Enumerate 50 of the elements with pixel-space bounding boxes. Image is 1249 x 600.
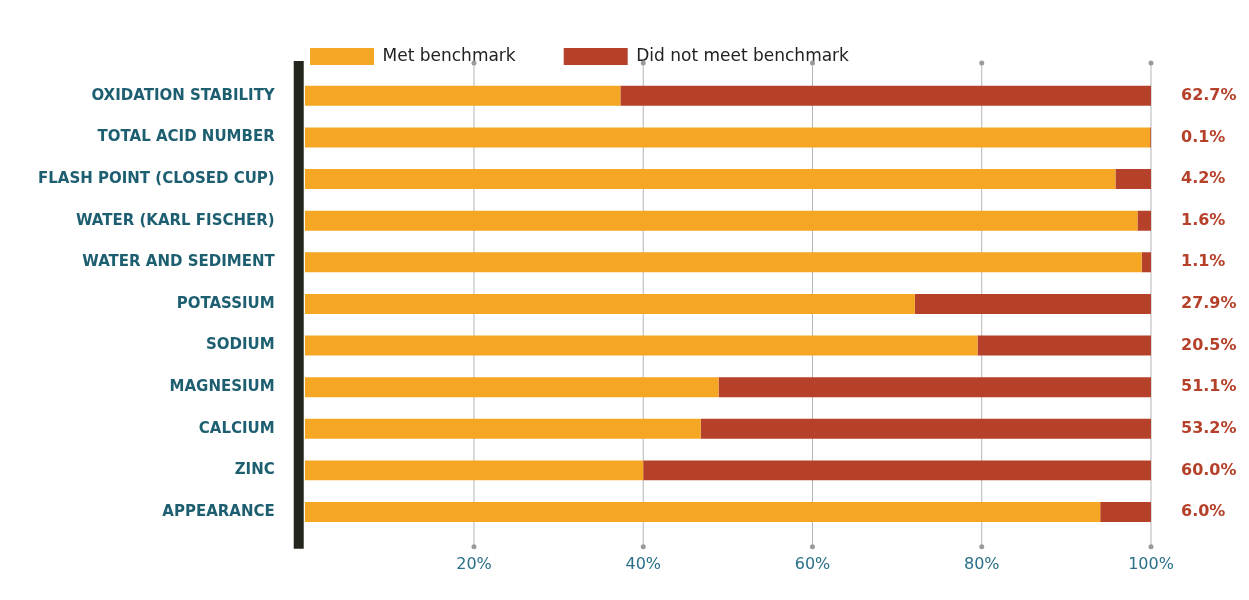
x-tick-label: 100% — [1128, 553, 1174, 573]
y-tick-label: SODIUM — [206, 335, 275, 354]
x-tick-label: 40% — [625, 553, 662, 573]
data-label: 51.1% — [1181, 376, 1237, 396]
bar — [304, 169, 1116, 190]
bar — [304, 377, 719, 398]
y-tick-label: OXIDATION STABILITY — [91, 85, 276, 104]
bar — [304, 252, 1142, 273]
data-label: 6.0% — [1181, 501, 1226, 521]
data-label: 0.1% — [1181, 126, 1226, 146]
data-label: 60.0% — [1181, 459, 1237, 479]
y-tick-label: ZINC — [234, 460, 275, 479]
y-tick-label: TOTAL ACID NUMBER — [97, 127, 276, 146]
y-tick-label: WATER AND SEDIMENT — [82, 252, 276, 271]
bar — [304, 335, 978, 356]
bar — [1100, 502, 1151, 522]
bar — [304, 210, 1138, 231]
bar — [700, 418, 1151, 439]
y-tick-label: CALCIUM — [198, 418, 275, 437]
bar — [1141, 252, 1151, 273]
data-label: 1.1% — [1181, 251, 1226, 271]
data-label: 4.2% — [1181, 168, 1226, 188]
bar — [914, 293, 1151, 314]
x-tick-label: 60% — [794, 553, 831, 573]
bar — [304, 502, 1101, 522]
x-tick-label: 20% — [456, 553, 492, 573]
bar — [620, 85, 1151, 106]
data-label: 20.5% — [1181, 334, 1237, 354]
data-label: 27.9% — [1181, 293, 1237, 313]
bar — [1137, 210, 1151, 231]
data-label: 1.6% — [1181, 209, 1226, 229]
bar — [304, 418, 701, 439]
x-tick-label: 80% — [963, 553, 1000, 573]
y-tick-label: FLASH POINT (CLOSED CUP) — [37, 168, 275, 187]
y-tick-label: WATER (KARL FISCHER) — [75, 210, 275, 229]
data-label: 62.7% — [1181, 84, 1237, 104]
bar — [643, 460, 1151, 481]
legend-label: Met benchmark — [382, 44, 516, 65]
legend-label: Did not meet benchmark — [636, 44, 850, 65]
bar — [304, 85, 621, 106]
y-tick-label: POTASSIUM — [176, 293, 275, 312]
y-tick-label: APPEARANCE — [162, 501, 275, 520]
data-label: 53.2% — [1181, 417, 1237, 437]
bar — [977, 335, 1151, 356]
bar — [1115, 169, 1151, 190]
bar — [718, 377, 1151, 398]
y-tick-label: MAGNESIUM — [169, 377, 275, 396]
bar — [304, 127, 1151, 148]
bar — [304, 460, 644, 481]
bar — [304, 293, 915, 314]
